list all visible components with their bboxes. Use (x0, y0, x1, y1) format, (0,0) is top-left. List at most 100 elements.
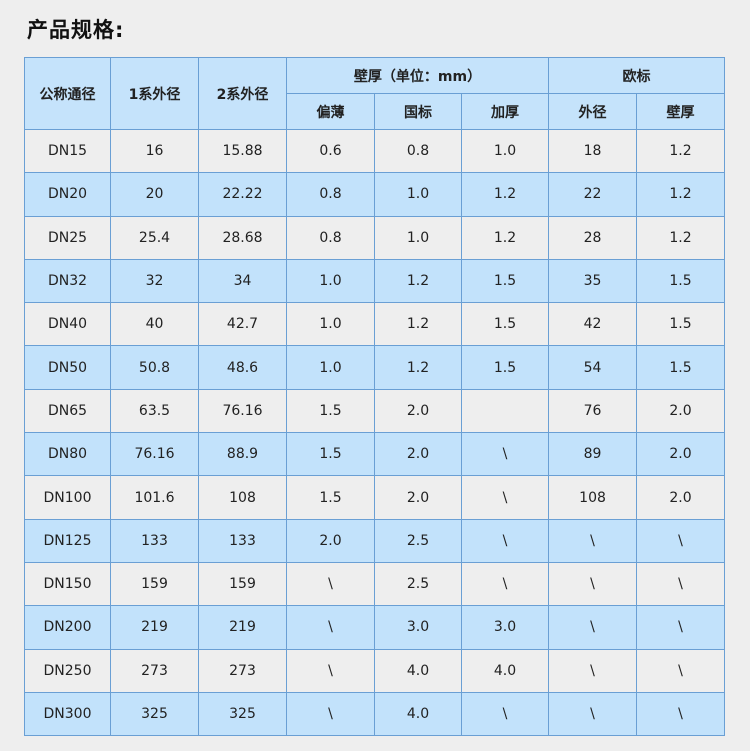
cell-series1-od: 159 (110, 561, 199, 607)
cell-wall-thin: 1.5 (286, 475, 375, 520)
cell-wall-thick: 1.2 (460, 215, 550, 260)
table-row: DN50 50.8 48.6 1.0 1.2 1.5 54 1.5 (24, 345, 726, 390)
cell-euro-wall: 2.0 (636, 475, 726, 520)
cell-series2-od: 273 (198, 648, 287, 693)
cell-nominal: DN100 (24, 475, 111, 520)
cell-wall-thick: 4.0 (460, 648, 550, 693)
cell-euro-od: \ (548, 648, 638, 693)
cell-series1-od: 40 (110, 302, 199, 347)
cell-wall-standard: 1.2 (374, 302, 462, 347)
cell-wall-thick: 1.5 (460, 302, 550, 347)
header-series2-od: 2系外径 (198, 57, 287, 130)
header-subrow: 偏薄 国标 加厚 外径 壁厚 (25, 93, 726, 130)
cell-euro-wall: 1.2 (636, 128, 726, 174)
cell-wall-thick: \ (460, 518, 550, 563)
cell-wall-standard: 2.0 (374, 432, 462, 477)
cell-euro-od: \ (548, 518, 638, 563)
cell-nominal: DN125 (24, 518, 111, 563)
table-row: DN15 16 15.88 0.6 0.8 1.0 18 1.2 (24, 128, 726, 174)
cell-series2-od: 76.16 (198, 388, 287, 434)
cell-series2-od: 133 (198, 518, 287, 563)
cell-wall-thick: \ (460, 691, 550, 737)
cell-series2-od: 15.88 (198, 128, 287, 174)
table-row: DN150 159 159 \ 2.5 \ \ \ (24, 561, 726, 607)
cell-euro-od: 76 (548, 388, 638, 434)
cell-series2-od: 88.9 (198, 432, 287, 477)
cell-wall-standard: 2.0 (374, 475, 462, 520)
cell-wall-standard: 2.5 (374, 561, 462, 607)
cell-euro-od: 28 (548, 215, 638, 260)
cell-wall-thin: 0.6 (286, 128, 375, 174)
cell-euro-wall: 1.5 (636, 258, 726, 304)
cell-series1-od: 273 (110, 648, 199, 693)
cell-euro-od: \ (548, 691, 638, 737)
cell-wall-standard: 3.0 (374, 605, 462, 650)
header-wall-group: 壁厚（单位：mm） (285, 57, 550, 94)
cell-wall-thick: 3.0 (460, 605, 550, 650)
cell-euro-od: 89 (548, 432, 638, 477)
header-euro-group: 欧标 (548, 57, 726, 94)
cell-wall-thick: 1.5 (460, 258, 550, 304)
table-row: DN32 32 34 1.0 1.2 1.5 35 1.5 (24, 258, 726, 304)
page-title: 产品规格: (27, 18, 125, 42)
cell-euro-wall: 2.0 (636, 388, 726, 434)
cell-wall-thin: 0.8 (286, 215, 375, 260)
table-row: DN40 40 42.7 1.0 1.2 1.5 42 1.5 (24, 302, 726, 347)
table-row: DN65 63.5 76.16 1.5 2.0 76 2.0 (24, 388, 726, 434)
cell-wall-thick: 1.5 (460, 345, 550, 390)
cell-series2-od: 108 (198, 475, 287, 520)
table-row: DN20 20 22.22 0.8 1.0 1.2 22 1.2 (24, 172, 726, 217)
cell-series2-od: 325 (198, 691, 287, 737)
header-wall-thick: 加厚 (460, 93, 550, 130)
table-row: DN25 25.4 28.68 0.8 1.0 1.2 28 1.2 (24, 215, 726, 260)
cell-wall-standard: 1.2 (374, 258, 462, 304)
cell-euro-od: 35 (548, 258, 638, 304)
cell-series2-od: 22.22 (198, 172, 287, 217)
cell-nominal: DN65 (24, 388, 111, 434)
cell-nominal: DN80 (24, 432, 111, 477)
cell-euro-wall: 1.2 (636, 215, 726, 260)
cell-euro-wall: \ (636, 691, 726, 737)
header-series1-od: 1系外径 (110, 57, 199, 130)
cell-euro-od: 108 (548, 475, 638, 520)
cell-wall-standard: 4.0 (374, 648, 462, 693)
cell-euro-od: 54 (548, 345, 638, 390)
cell-series1-od: 133 (110, 518, 199, 563)
cell-nominal: DN25 (24, 215, 111, 260)
cell-euro-wall: \ (636, 561, 726, 607)
table-row: DN250 273 273 \ 4.0 4.0 \ \ (24, 648, 726, 693)
cell-series1-od: 76.16 (110, 432, 199, 477)
cell-series1-od: 32 (110, 258, 199, 304)
cell-wall-standard: 0.8 (374, 128, 462, 174)
cell-wall-thin: \ (286, 648, 375, 693)
cell-series2-od: 34 (198, 258, 287, 304)
cell-nominal: DN32 (24, 258, 111, 304)
table-row: DN300 325 325 \ 4.0 \ \ \ (24, 691, 726, 737)
cell-wall-standard: 1.0 (374, 172, 462, 217)
cell-wall-thin: 1.0 (286, 302, 375, 347)
cell-nominal: DN150 (24, 561, 111, 607)
cell-euro-wall: \ (636, 605, 726, 650)
cell-series1-od: 50.8 (110, 345, 199, 390)
cell-euro-od: \ (548, 561, 638, 607)
cell-nominal: DN20 (24, 172, 111, 217)
spec-table: 公称通径 1系外径 2系外径 壁厚（单位：mm） 欧标 偏薄 国标 加厚 外径 … (24, 57, 726, 737)
cell-wall-thin: \ (286, 605, 375, 650)
cell-nominal: DN15 (24, 128, 111, 174)
cell-series1-od: 325 (110, 691, 199, 737)
cell-wall-thin: 1.0 (286, 258, 375, 304)
header-euro-od: 外径 (548, 93, 638, 130)
cell-wall-thick (460, 388, 550, 434)
cell-euro-wall: 1.2 (636, 172, 726, 217)
cell-nominal: DN40 (24, 302, 111, 347)
cell-wall-thin: 1.5 (286, 432, 375, 477)
cell-series2-od: 219 (198, 605, 287, 650)
cell-series2-od: 159 (198, 561, 287, 607)
cell-series1-od: 101.6 (110, 475, 199, 520)
cell-wall-thin: 2.0 (286, 518, 375, 563)
cell-nominal: DN200 (24, 605, 111, 650)
cell-series1-od: 16 (110, 128, 199, 174)
header-wall-standard: 国标 (374, 93, 462, 130)
cell-series1-od: 25.4 (110, 215, 199, 260)
cell-series2-od: 42.7 (198, 302, 287, 347)
